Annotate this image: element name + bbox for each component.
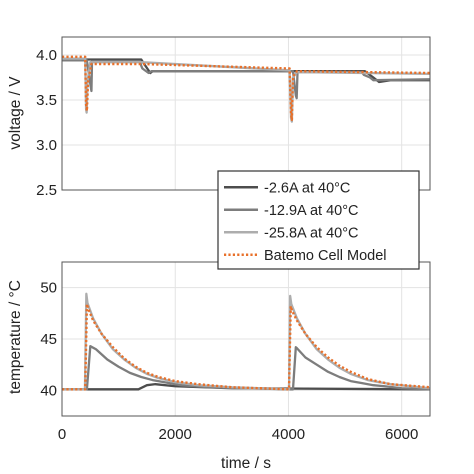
voltage-y-tick-label: 2.5 — [36, 182, 57, 199]
temperature-series-line-3 — [62, 302, 431, 391]
temperature-series-line-2 — [62, 292, 431, 391]
temperature-y-tick-label: 50 — [40, 280, 57, 297]
voltage-axis-label: voltage / V — [7, 76, 24, 150]
legend-label-3: Batemo Cell Model — [264, 248, 387, 264]
temperature-x-tick-label: 2000 — [159, 426, 192, 443]
legend-label-0: -2.6A at 40°C — [264, 180, 350, 196]
time-axis-label: time / s — [221, 455, 271, 472]
temperature-y-tick-label: 40 — [40, 382, 57, 399]
temperature-series-line-1 — [62, 345, 431, 391]
temperature-axis-label: temperature / °C — [7, 280, 24, 394]
voltage-y-tick-label: 4.0 — [36, 47, 57, 64]
temperature-x-tick-label: 0 — [58, 426, 66, 443]
temperature-panel: 40 45 50 0 2000 4000 6000 — [40, 261, 431, 443]
legend: -2.6A at 40°C -12.9A at 40°C -25.8A at 40°… — [217, 170, 420, 270]
voltage-panel: 2.5 3.0 3.5 4.0 — [36, 36, 431, 199]
voltage-series-line-1 — [62, 59, 431, 100]
temperature-x-tick-label: 4000 — [272, 426, 305, 443]
voltage-y-tick-label: 3.5 — [36, 92, 57, 109]
voltage-series-line-3 — [62, 55, 431, 122]
temperature-x-tick-label: 6000 — [385, 426, 418, 443]
voltage-y-tick-label: 3.0 — [36, 137, 57, 154]
legend-label-1: -12.9A at 40°C — [264, 203, 358, 219]
temperature-y-tick-label: 45 — [40, 331, 57, 348]
legend-label-2: -25.8A at 40°C — [264, 225, 358, 241]
